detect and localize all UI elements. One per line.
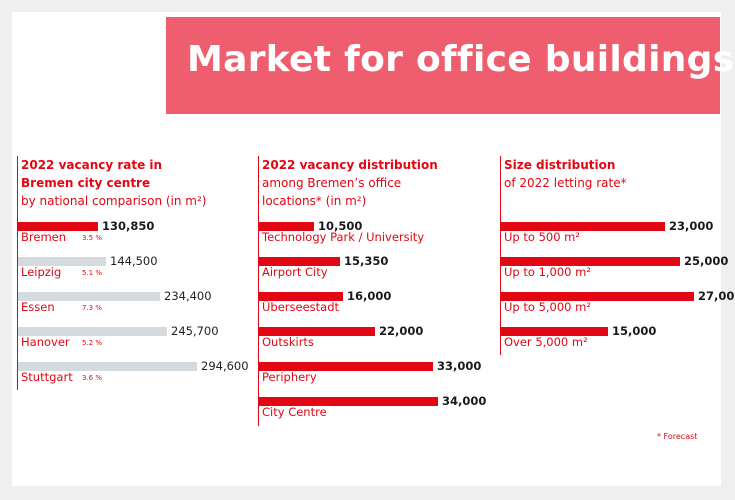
category-label: Überseestadt bbox=[262, 300, 340, 314]
value-label: 245,700 bbox=[171, 324, 219, 338]
category-label: Hanover bbox=[21, 335, 70, 349]
value-label: 15,000 bbox=[612, 324, 657, 338]
value-label: 34,000 bbox=[442, 394, 487, 408]
category-label: Technology Park / University bbox=[262, 230, 425, 244]
page-title: Market for office buildings bbox=[187, 39, 735, 80]
category-label: City Centre bbox=[262, 405, 327, 419]
chart-title: 2022 vacancy rate in Bremen city centre bbox=[21, 158, 163, 190]
category-label: Bremen bbox=[21, 230, 67, 244]
chart-subtitle: by national comparison (in m²) bbox=[21, 194, 207, 208]
bar bbox=[501, 257, 680, 266]
category-label: Up to 500 m² bbox=[504, 230, 580, 244]
panel-divider bbox=[258, 156, 259, 426]
bar bbox=[501, 292, 694, 301]
bar bbox=[259, 397, 438, 406]
category-label: Essen bbox=[21, 300, 55, 314]
category-label: Outskirts bbox=[262, 335, 314, 349]
bar bbox=[259, 292, 343, 301]
bar bbox=[501, 327, 608, 336]
bar bbox=[18, 222, 98, 231]
category-label: Airport City bbox=[262, 265, 328, 279]
bar bbox=[18, 327, 167, 336]
title-banner: Market for office buildings bbox=[166, 17, 734, 114]
chart-subtitle: among Bremen’s office locations* (in m²) bbox=[262, 176, 402, 208]
panel-divider bbox=[500, 156, 501, 355]
rate-label: 5.1 % bbox=[82, 269, 103, 277]
value-label: 23,000 bbox=[669, 219, 714, 233]
rate-label: 3.6 % bbox=[82, 374, 103, 382]
bar bbox=[18, 362, 197, 371]
value-label: 22,000 bbox=[379, 324, 424, 338]
value-label: 144,500 bbox=[110, 254, 158, 268]
bar bbox=[259, 362, 433, 371]
chart-title: 2022 vacancy distribution bbox=[262, 158, 438, 172]
bar bbox=[18, 292, 160, 301]
value-label: 15,350 bbox=[344, 254, 389, 268]
category-label: Up to 1,000 m² bbox=[504, 265, 591, 279]
bar bbox=[501, 222, 665, 231]
bar bbox=[259, 222, 314, 231]
value-label: 33,000 bbox=[437, 359, 482, 373]
category-label: Periphery bbox=[262, 370, 317, 384]
footnote: * Forecast bbox=[657, 432, 698, 441]
rate-label: 5.2 % bbox=[82, 339, 103, 347]
panel-divider bbox=[17, 156, 18, 390]
value-label: 25,000 bbox=[684, 254, 729, 268]
bar bbox=[18, 257, 106, 266]
value-label: 27,000 bbox=[698, 289, 735, 303]
value-label: 234,400 bbox=[164, 289, 212, 303]
value-label: 294,600 bbox=[201, 359, 249, 373]
rate-label: 7.3 % bbox=[82, 304, 103, 312]
value-label: 16,000 bbox=[347, 289, 392, 303]
rate-label: 3.5 % bbox=[82, 234, 103, 242]
value-label: 10,500 bbox=[318, 219, 363, 233]
category-label: Stuttgart bbox=[21, 370, 73, 384]
chart-title: Size distribution bbox=[504, 158, 616, 172]
chart-subtitle: of 2022 letting rate* bbox=[504, 176, 627, 190]
category-label: Over 5,000 m² bbox=[504, 335, 588, 349]
value-label: 130,850 bbox=[102, 219, 155, 233]
bar bbox=[259, 257, 340, 266]
bar bbox=[259, 327, 375, 336]
category-label: Up to 5,000 m² bbox=[504, 300, 591, 314]
category-label: Leipzig bbox=[21, 265, 62, 279]
